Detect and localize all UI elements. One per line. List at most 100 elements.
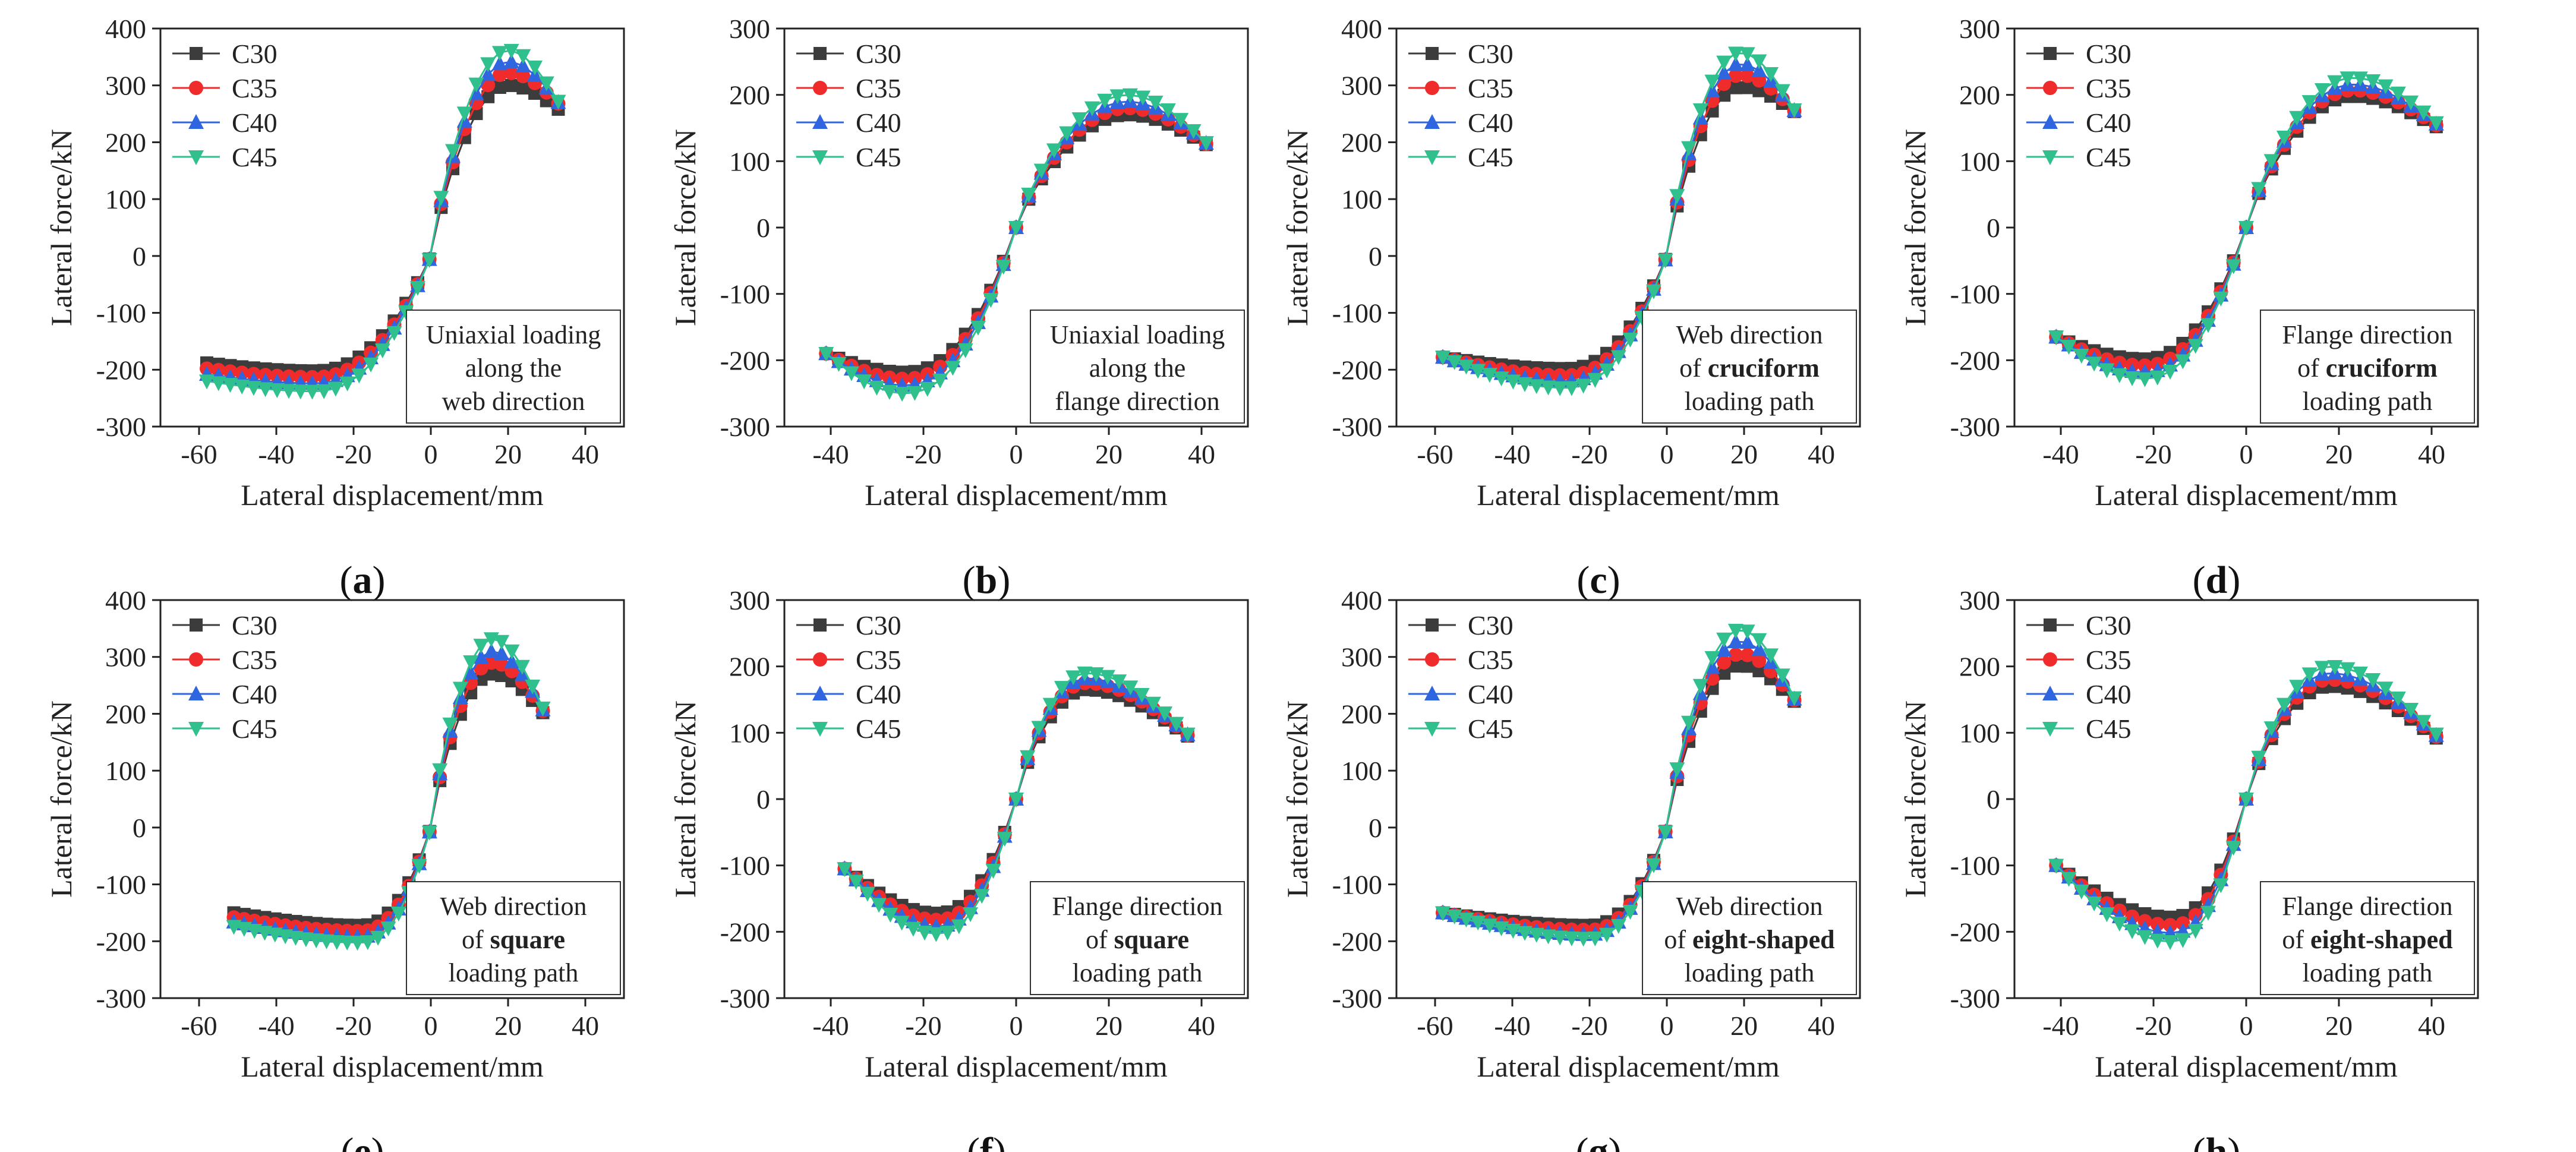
data-point-C35 xyxy=(1740,648,1755,662)
data-point-C45 xyxy=(363,357,379,373)
data-point-C45 xyxy=(939,926,956,941)
data-point-C45 xyxy=(1587,373,1603,388)
y-tick-label: -100 xyxy=(1332,870,1382,900)
annotation-text: Web direction xyxy=(1676,892,1823,921)
x-tick-label: 20 xyxy=(2325,1011,2353,1041)
data-point-C45 xyxy=(2403,95,2419,111)
data-point-C45 xyxy=(1540,929,1556,945)
panel-label-paren: ) xyxy=(1609,1130,1622,1152)
x-tick-label: -60 xyxy=(1417,1011,1453,1041)
data-point-C45 xyxy=(957,343,973,358)
data-point-C45 xyxy=(1470,364,1486,379)
data-point-C45 xyxy=(2187,339,2203,354)
x-tick-label: -40 xyxy=(812,1011,849,1041)
y-tick-label: 100 xyxy=(1959,146,2000,176)
annotation-bold-text: square xyxy=(490,925,565,954)
y-tick-label: 0 xyxy=(133,241,146,272)
legend-label: C35 xyxy=(856,645,901,675)
x-tick-label: 20 xyxy=(494,439,522,469)
legend-marker xyxy=(1424,150,1440,165)
data-point-C45 xyxy=(2378,681,2394,697)
annotation-line: Uniaxial loading xyxy=(426,320,601,349)
x-axis-label: Lateral displacement/mm xyxy=(865,478,1168,512)
data-point-C45 xyxy=(1552,930,1568,946)
data-point-C45 xyxy=(1065,670,1082,686)
panel-label: (e) xyxy=(340,1130,384,1152)
data-point-C40 xyxy=(473,649,489,664)
legend-label: C40 xyxy=(856,679,901,709)
data-point-C30 xyxy=(1729,81,1742,94)
x-axis-label: Lateral displacement/mm xyxy=(1477,478,1780,512)
annotation-text: loading path xyxy=(2303,958,2433,987)
data-point-C45 xyxy=(1599,363,1615,378)
data-point-C45 xyxy=(1763,67,1779,83)
annotation-text: web direction xyxy=(442,387,585,416)
y-tick-label: -300 xyxy=(1950,412,2000,442)
panel-label-paren: ( xyxy=(967,1130,980,1152)
data-point-C45 xyxy=(2124,924,2140,939)
data-point-C30 xyxy=(1741,81,1754,94)
data-point-C45 xyxy=(2378,79,2394,94)
x-tick-label: -40 xyxy=(2042,1011,2079,1041)
data-point-C45 xyxy=(421,825,437,841)
y-tick-label: 300 xyxy=(1959,585,2000,616)
data-point-C45 xyxy=(2251,182,2267,197)
legend-label: C30 xyxy=(856,39,901,69)
data-point-C45 xyxy=(452,681,468,697)
legend-label: C40 xyxy=(1468,108,1514,138)
data-point-C45 xyxy=(1008,793,1024,807)
data-point-C30 xyxy=(516,81,530,95)
y-tick-label: -200 xyxy=(1950,917,2000,947)
data-point-C45 xyxy=(1446,355,1462,370)
data-point-C45 xyxy=(1727,46,1743,62)
legend-marker xyxy=(812,114,828,129)
x-tick-label: -20 xyxy=(1571,439,1607,469)
legend-label: C45 xyxy=(1468,714,1514,744)
legend-label: C35 xyxy=(2086,73,2132,103)
y-tick-label: -200 xyxy=(720,345,770,375)
data-point-C35 xyxy=(504,65,519,80)
data-point-C40 xyxy=(503,53,519,68)
data-point-C45 xyxy=(818,347,834,362)
data-point-C45 xyxy=(2225,259,2241,274)
y-tick-label: 200 xyxy=(105,699,146,729)
data-point-C45 xyxy=(1704,74,1720,90)
legend-marker xyxy=(812,686,828,700)
data-point-C45 xyxy=(210,376,226,392)
data-point-C40 xyxy=(1739,56,1755,72)
x-tick-label: 20 xyxy=(1095,1011,1123,1041)
annotation-line: Flange direction xyxy=(2282,892,2452,921)
data-point-C45 xyxy=(881,385,897,400)
data-point-C40 xyxy=(468,85,484,100)
data-point-C45 xyxy=(370,930,386,946)
panel-label-paren: ) xyxy=(993,1130,1006,1152)
data-point-C45 xyxy=(1739,624,1755,640)
y-tick-label: 0 xyxy=(756,784,770,815)
y-tick-label: 0 xyxy=(133,813,146,843)
legend-label: C35 xyxy=(1468,645,1514,675)
data-point-C45 xyxy=(2162,365,2178,380)
annotation-line: Uniaxial loading xyxy=(1050,320,1225,349)
data-point-C45 xyxy=(1059,126,1075,141)
data-point-C45 xyxy=(2416,105,2432,121)
legend-label: C40 xyxy=(232,679,278,709)
data-point-C45 xyxy=(1669,189,1685,204)
x-tick-label: -20 xyxy=(905,1011,941,1041)
x-tick-label: -40 xyxy=(258,1011,294,1041)
legend-label: C30 xyxy=(1468,39,1514,69)
annotation-text: flange direction xyxy=(1055,387,1219,416)
x-axis-label: Lateral displacement/mm xyxy=(2095,478,2398,512)
data-point-C45 xyxy=(1517,926,1533,941)
data-point-C45 xyxy=(525,679,541,695)
legend-marker xyxy=(188,150,204,165)
annotation: Flange direction of square loading path xyxy=(1030,881,1245,995)
x-tick-label: -40 xyxy=(1494,1011,1530,1041)
y-tick-label: -300 xyxy=(1950,983,2000,1014)
data-point-C45 xyxy=(997,832,1013,847)
data-point-C45 xyxy=(1563,381,1579,396)
legend: C30 C35 C40 C45 xyxy=(796,39,901,172)
data-point-C45 xyxy=(1020,750,1036,765)
y-tick-label: 0 xyxy=(756,213,770,243)
